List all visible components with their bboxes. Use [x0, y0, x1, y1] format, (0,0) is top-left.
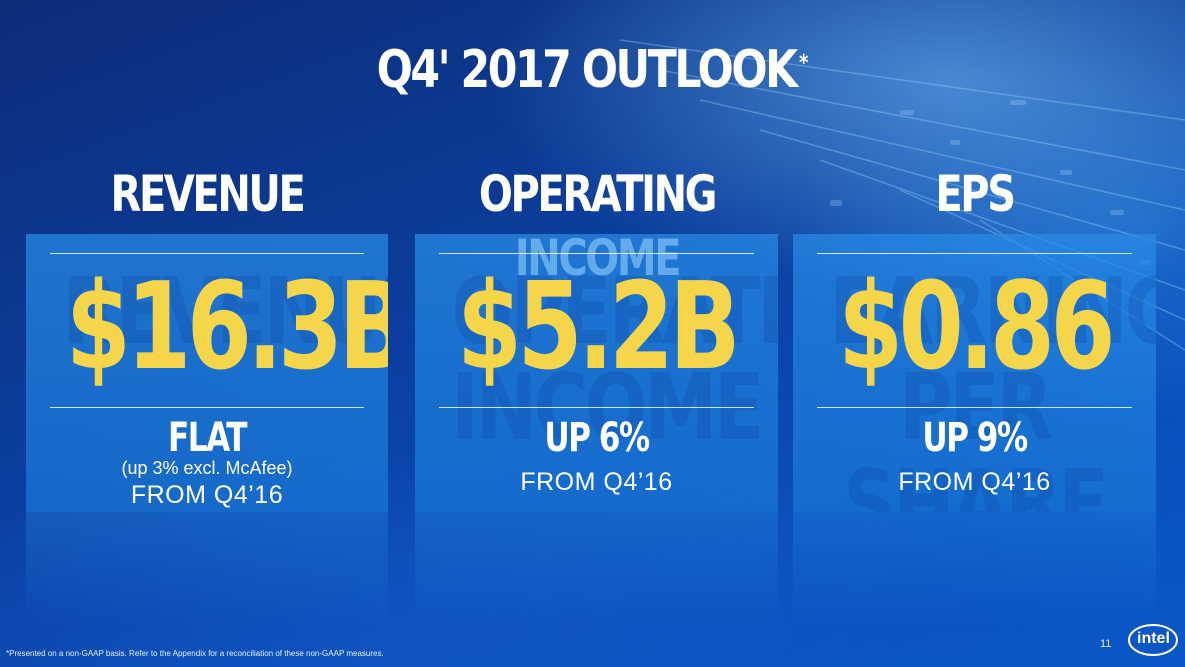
intel-logo-text: intel	[1137, 630, 1170, 647]
slide-title: Q4' 2017 OUTLOOK *	[107, 38, 1079, 102]
card-top-rule	[817, 253, 1132, 254]
page-number: 11	[1100, 638, 1112, 650]
footnote: *Presented on a non-GAAP basis. Refer to…	[6, 649, 384, 658]
intel-logo-icon	[1128, 624, 1178, 656]
operating-income-change: UP 6%	[544, 415, 650, 461]
title-asterisk: *	[798, 51, 809, 76]
card-mid-rule	[439, 407, 754, 408]
operating-income-from: FROM Q4’16	[520, 468, 673, 496]
revenue-note: (up 3% excl. McAfee)	[121, 458, 293, 478]
revenue-card: REVENUE $16.3B FLAT (up 3% excl. McAfee)…	[26, 234, 388, 512]
eps-from: FROM Q4’16	[898, 468, 1051, 496]
eps-value: $0.86	[838, 258, 1115, 397]
revenue-from: FROM Q4’16	[130, 481, 284, 509]
eps-change: UP 9%	[922, 415, 1028, 461]
revenue-change: FLAT	[168, 415, 248, 461]
eps-card: EARNINGS PER SHARE $0.86 UP 9% FROM Q4’1…	[793, 234, 1156, 512]
operating-income-card-reflection	[415, 512, 778, 622]
card-mid-rule	[50, 407, 364, 408]
heading-eps: EPS	[935, 165, 1016, 223]
card-top-rule	[439, 253, 754, 254]
operating-income-card: OPERATING INCOME $5.2B UP 6% FROM Q4’16	[415, 234, 778, 512]
card-top-rule	[50, 253, 364, 254]
eps-card-reflection	[793, 512, 1156, 622]
revenue-card-reflection	[26, 512, 388, 622]
operating-income-value: $5.2B	[457, 258, 741, 397]
heading-revenue: REVENUE	[110, 165, 306, 223]
card-mid-rule	[817, 407, 1132, 408]
slide-title-text: Q4' 2017 OUTLOOK	[376, 40, 799, 100]
revenue-value: $16.3B	[65, 258, 388, 397]
revenue-watermark: REVENUE	[62, 258, 388, 365]
